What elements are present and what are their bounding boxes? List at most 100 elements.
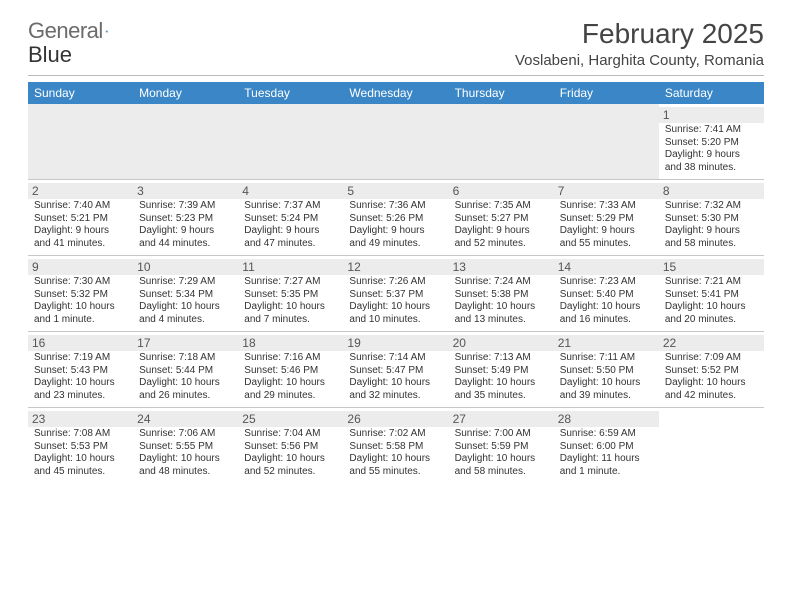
calendar-day-cell: 17Sunrise: 7:18 AMSunset: 5:44 PMDayligh… [133,332,238,408]
day-details: Sunrise: 7:08 AMSunset: 5:53 PMDaylight:… [34,428,127,478]
sunrise-text: Sunrise: 7:19 AM [34,352,127,365]
sunrise-text: Sunrise: 7:08 AM [34,428,127,441]
sunset-text: Sunset: 5:43 PM [34,365,127,378]
sunset-text: Sunset: 5:58 PM [349,441,442,454]
sunset-text: Sunset: 5:29 PM [560,213,653,226]
sunrise-text: Sunrise: 7:13 AM [455,352,548,365]
calendar-day-cell [554,104,659,180]
weekday-header: Monday [133,82,238,104]
day-number: 9 [28,259,133,275]
calendar-day-cell [343,104,448,180]
daylight-text: Daylight: 10 hours and 39 minutes. [560,377,653,402]
daylight-text: Daylight: 10 hours and 35 minutes. [455,377,548,402]
day-number: 13 [449,259,554,275]
day-number: 28 [554,411,659,427]
day-details: Sunrise: 7:41 AMSunset: 5:20 PMDaylight:… [665,124,758,174]
sunrise-text: Sunrise: 7:06 AM [139,428,232,441]
sunset-text: Sunset: 5:34 PM [139,289,232,302]
day-details: Sunrise: 7:37 AMSunset: 5:24 PMDaylight:… [244,200,337,250]
calendar-day-cell: 24Sunrise: 7:06 AMSunset: 5:55 PMDayligh… [133,408,238,484]
calendar-day-cell: 16Sunrise: 7:19 AMSunset: 5:43 PMDayligh… [28,332,133,408]
sunset-text: Sunset: 5:27 PM [455,213,548,226]
day-number: 25 [238,411,343,427]
sunrise-text: Sunrise: 7:23 AM [560,276,653,289]
sunrise-text: Sunrise: 7:35 AM [455,200,548,213]
sunrise-text: Sunrise: 7:36 AM [349,200,442,213]
day-number: 22 [659,335,764,351]
calendar-day-cell [449,104,554,180]
daylight-text: Daylight: 10 hours and 32 minutes. [349,377,442,402]
calendar-day-cell [659,408,764,484]
calendar-day-cell: 6Sunrise: 7:35 AMSunset: 5:27 PMDaylight… [449,180,554,256]
location-subtitle: Voslabeni, Harghita County, Romania [515,52,764,69]
day-number: 16 [28,335,133,351]
calendar-day-cell: 21Sunrise: 7:11 AMSunset: 5:50 PMDayligh… [554,332,659,408]
day-number: 23 [28,411,133,427]
month-title: February 2025 [515,18,764,50]
calendar-day-cell: 23Sunrise: 7:08 AMSunset: 5:53 PMDayligh… [28,408,133,484]
sunrise-text: Sunrise: 7:33 AM [560,200,653,213]
day-number: 14 [554,259,659,275]
day-details: Sunrise: 7:09 AMSunset: 5:52 PMDaylight:… [665,352,758,402]
calendar-day-cell: 7Sunrise: 7:33 AMSunset: 5:29 PMDaylight… [554,180,659,256]
day-number: 4 [238,183,343,199]
daylight-text: Daylight: 9 hours and 41 minutes. [34,225,127,250]
day-details: Sunrise: 6:59 AMSunset: 6:00 PMDaylight:… [560,428,653,478]
sunrise-text: Sunrise: 7:26 AM [349,276,442,289]
day-details: Sunrise: 7:27 AMSunset: 5:35 PMDaylight:… [244,276,337,326]
calendar-week-row: 2Sunrise: 7:40 AMSunset: 5:21 PMDaylight… [28,180,764,256]
sunset-text: Sunset: 5:50 PM [560,365,653,378]
calendar-day-cell: 4Sunrise: 7:37 AMSunset: 5:24 PMDaylight… [238,180,343,256]
calendar-day-cell: 13Sunrise: 7:24 AMSunset: 5:38 PMDayligh… [449,256,554,332]
day-number: 27 [449,411,554,427]
day-details: Sunrise: 7:36 AMSunset: 5:26 PMDaylight:… [349,200,442,250]
calendar-day-cell: 25Sunrise: 7:04 AMSunset: 5:56 PMDayligh… [238,408,343,484]
day-number: 2 [28,183,133,199]
calendar-day-cell [133,104,238,180]
day-details: Sunrise: 7:04 AMSunset: 5:56 PMDaylight:… [244,428,337,478]
calendar-day-cell: 14Sunrise: 7:23 AMSunset: 5:40 PMDayligh… [554,256,659,332]
calendar-day-cell [28,104,133,180]
sunrise-text: Sunrise: 7:14 AM [349,352,442,365]
calendar-day-cell: 27Sunrise: 7:00 AMSunset: 5:59 PMDayligh… [449,408,554,484]
daylight-text: Daylight: 9 hours and 58 minutes. [665,225,758,250]
day-details: Sunrise: 7:30 AMSunset: 5:32 PMDaylight:… [34,276,127,326]
daylight-text: Daylight: 10 hours and 52 minutes. [244,453,337,478]
day-number: 20 [449,335,554,351]
daylight-text: Daylight: 9 hours and 38 minutes. [665,149,758,174]
daylight-text: Daylight: 10 hours and 16 minutes. [560,301,653,326]
daylight-text: Daylight: 10 hours and 58 minutes. [455,453,548,478]
sunrise-text: Sunrise: 7:18 AM [139,352,232,365]
day-number: 5 [343,183,448,199]
daylight-text: Daylight: 10 hours and 1 minute. [34,301,127,326]
day-details: Sunrise: 7:39 AMSunset: 5:23 PMDaylight:… [139,200,232,250]
day-details: Sunrise: 7:26 AMSunset: 5:37 PMDaylight:… [349,276,442,326]
calendar-body: 1Sunrise: 7:41 AMSunset: 5:20 PMDaylight… [28,104,764,483]
sunrise-text: Sunrise: 7:04 AM [244,428,337,441]
sunrise-text: Sunrise: 7:24 AM [455,276,548,289]
day-number: 11 [238,259,343,275]
sunset-text: Sunset: 5:59 PM [455,441,548,454]
sunrise-text: Sunrise: 7:39 AM [139,200,232,213]
sunset-text: Sunset: 5:47 PM [349,365,442,378]
weekday-header: Thursday [449,82,554,104]
sunrise-text: Sunrise: 7:41 AM [665,124,758,137]
calendar-day-cell: 15Sunrise: 7:21 AMSunset: 5:41 PMDayligh… [659,256,764,332]
daylight-text: Daylight: 10 hours and 20 minutes. [665,301,758,326]
calendar-day-cell [238,104,343,180]
day-details: Sunrise: 7:02 AMSunset: 5:58 PMDaylight:… [349,428,442,478]
calendar-day-cell: 5Sunrise: 7:36 AMSunset: 5:26 PMDaylight… [343,180,448,256]
header-rule [28,75,764,76]
day-number: 15 [659,259,764,275]
calendar-day-cell: 19Sunrise: 7:14 AMSunset: 5:47 PMDayligh… [343,332,448,408]
sunset-text: Sunset: 5:37 PM [349,289,442,302]
daylight-text: Daylight: 10 hours and 7 minutes. [244,301,337,326]
day-details: Sunrise: 7:23 AMSunset: 5:40 PMDaylight:… [560,276,653,326]
sunrise-text: Sunrise: 7:11 AM [560,352,653,365]
daylight-text: Daylight: 10 hours and 4 minutes. [139,301,232,326]
logo: General [28,18,125,44]
calendar-head: SundayMondayTuesdayWednesdayThursdayFrid… [28,82,764,104]
day-details: Sunrise: 7:21 AMSunset: 5:41 PMDaylight:… [665,276,758,326]
day-number: 19 [343,335,448,351]
daylight-text: Daylight: 10 hours and 13 minutes. [455,301,548,326]
